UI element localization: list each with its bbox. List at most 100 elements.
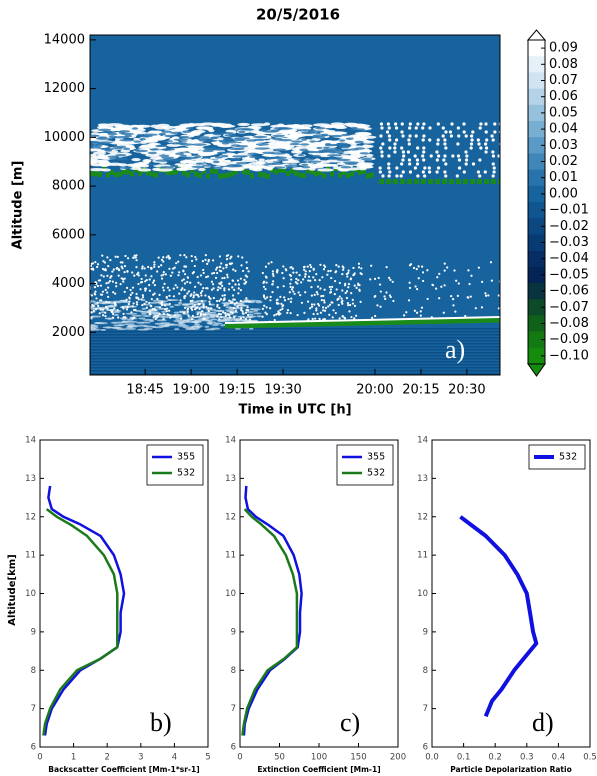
heatmap-texture bbox=[261, 315, 264, 318]
heatmap-texture bbox=[160, 322, 171, 325]
heatmap-texture bbox=[129, 124, 141, 129]
colorbar-tick-label: 0.02 bbox=[549, 154, 578, 169]
heatmap-texture bbox=[491, 162, 495, 166]
heatmap-texture bbox=[240, 306, 243, 310]
heatmap-texture bbox=[276, 286, 279, 289]
heatmap-texture bbox=[336, 142, 348, 145]
colorbar-swatch bbox=[528, 347, 545, 365]
heatmap-texture bbox=[331, 134, 343, 138]
heatmap-texture bbox=[186, 308, 189, 311]
heatmap-texture bbox=[291, 140, 303, 143]
x-tick-label: 20:15 bbox=[402, 383, 439, 398]
annotation: b) bbox=[150, 708, 172, 737]
colorbar-tick-label: −0.08 bbox=[549, 316, 589, 331]
heatmap-texture bbox=[150, 171, 154, 177]
heatmap-texture bbox=[338, 295, 341, 298]
heatmap-texture bbox=[219, 162, 227, 166]
heatmap-texture bbox=[344, 282, 347, 286]
heatmap-texture bbox=[456, 294, 459, 297]
heatmap-texture bbox=[189, 281, 192, 284]
heatmap-texture bbox=[497, 154, 500, 158]
heatmap-texture bbox=[161, 300, 164, 303]
heatmap-texture bbox=[190, 318, 194, 321]
heatmap-texture bbox=[121, 305, 124, 309]
heatmap-texture bbox=[90, 328, 500, 330]
heatmap-texture bbox=[286, 129, 295, 133]
heatmap-texture bbox=[91, 267, 94, 270]
heatmap-texture bbox=[408, 122, 412, 126]
heatmap-texture bbox=[415, 311, 419, 314]
y-tick-label: 8 bbox=[31, 666, 36, 676]
heatmap-texture bbox=[324, 125, 335, 129]
heatmap-texture bbox=[153, 292, 156, 295]
heatmap-texture bbox=[193, 264, 196, 268]
heatmap-texture bbox=[407, 138, 411, 142]
heatmap-texture bbox=[428, 126, 432, 130]
heatmap-texture bbox=[211, 283, 215, 286]
heatmap-texture bbox=[123, 277, 126, 280]
heatmap-texture bbox=[245, 297, 248, 300]
heatmap-texture bbox=[435, 158, 439, 162]
heatmap-texture bbox=[119, 283, 122, 286]
heatmap-texture bbox=[340, 301, 343, 304]
heatmap-texture bbox=[289, 274, 293, 277]
heatmap-texture bbox=[262, 285, 266, 288]
heatmap-texture bbox=[444, 130, 448, 134]
heatmap-texture bbox=[271, 283, 274, 286]
heatmap-texture bbox=[101, 267, 105, 271]
heatmap-texture bbox=[352, 266, 355, 270]
heatmap-texture bbox=[498, 179, 500, 184]
heatmap-texture bbox=[160, 258, 164, 261]
heatmap-texture bbox=[224, 263, 228, 267]
heatmap-texture bbox=[350, 315, 353, 319]
heatmap-texture bbox=[183, 288, 186, 291]
heatmap-texture bbox=[358, 169, 362, 175]
heatmap-texture bbox=[142, 138, 158, 142]
heatmap-texture bbox=[350, 143, 357, 147]
heatmap-texture bbox=[179, 299, 182, 302]
heatmap-texture bbox=[107, 265, 110, 268]
heatmap-texture bbox=[153, 265, 156, 268]
heatmap-texture bbox=[292, 290, 295, 293]
heatmap-texture bbox=[133, 140, 142, 143]
colorbar-swatch bbox=[528, 202, 545, 219]
heatmap-texture bbox=[303, 311, 306, 314]
heatmap-texture bbox=[297, 291, 300, 294]
heatmap-texture bbox=[112, 312, 115, 316]
heatmap-texture bbox=[124, 134, 133, 138]
heatmap-texture bbox=[386, 179, 391, 184]
heatmap-texture bbox=[296, 313, 299, 317]
heatmap-texture bbox=[107, 155, 120, 158]
heatmap-texture bbox=[330, 301, 333, 304]
heatmap-texture bbox=[136, 296, 139, 299]
heatmap-texture bbox=[123, 271, 126, 274]
heatmap-texture bbox=[352, 273, 356, 276]
y-tick-label: 10 bbox=[25, 589, 36, 599]
heatmap-texture bbox=[205, 317, 210, 320]
heatmap-texture bbox=[152, 316, 155, 319]
chart-title: 20/5/2016 bbox=[256, 6, 340, 24]
heatmap-texture bbox=[351, 302, 355, 305]
heatmap-texture bbox=[242, 316, 245, 319]
heatmap-texture bbox=[317, 304, 321, 307]
heatmap-texture bbox=[360, 267, 363, 270]
heatmap-texture bbox=[234, 309, 238, 312]
heatmap-texture bbox=[231, 301, 234, 304]
heatmap-texture bbox=[178, 292, 181, 295]
heatmap-texture bbox=[209, 297, 212, 300]
heatmap-texture bbox=[392, 299, 395, 303]
heatmap-texture bbox=[234, 137, 250, 140]
heatmap-texture bbox=[135, 301, 139, 304]
heatmap-texture bbox=[184, 156, 199, 160]
heatmap-texture bbox=[119, 261, 122, 264]
heatmap-texture bbox=[315, 307, 318, 310]
heatmap-texture bbox=[491, 138, 495, 142]
heatmap-texture bbox=[178, 311, 188, 314]
heatmap-texture bbox=[293, 157, 302, 161]
heatmap-texture bbox=[337, 303, 340, 307]
heatmap-texture bbox=[327, 270, 330, 273]
heatmap-texture bbox=[467, 269, 470, 272]
heatmap-texture bbox=[489, 261, 493, 264]
heatmap-texture bbox=[151, 307, 154, 311]
heatmap-texture bbox=[220, 270, 223, 273]
